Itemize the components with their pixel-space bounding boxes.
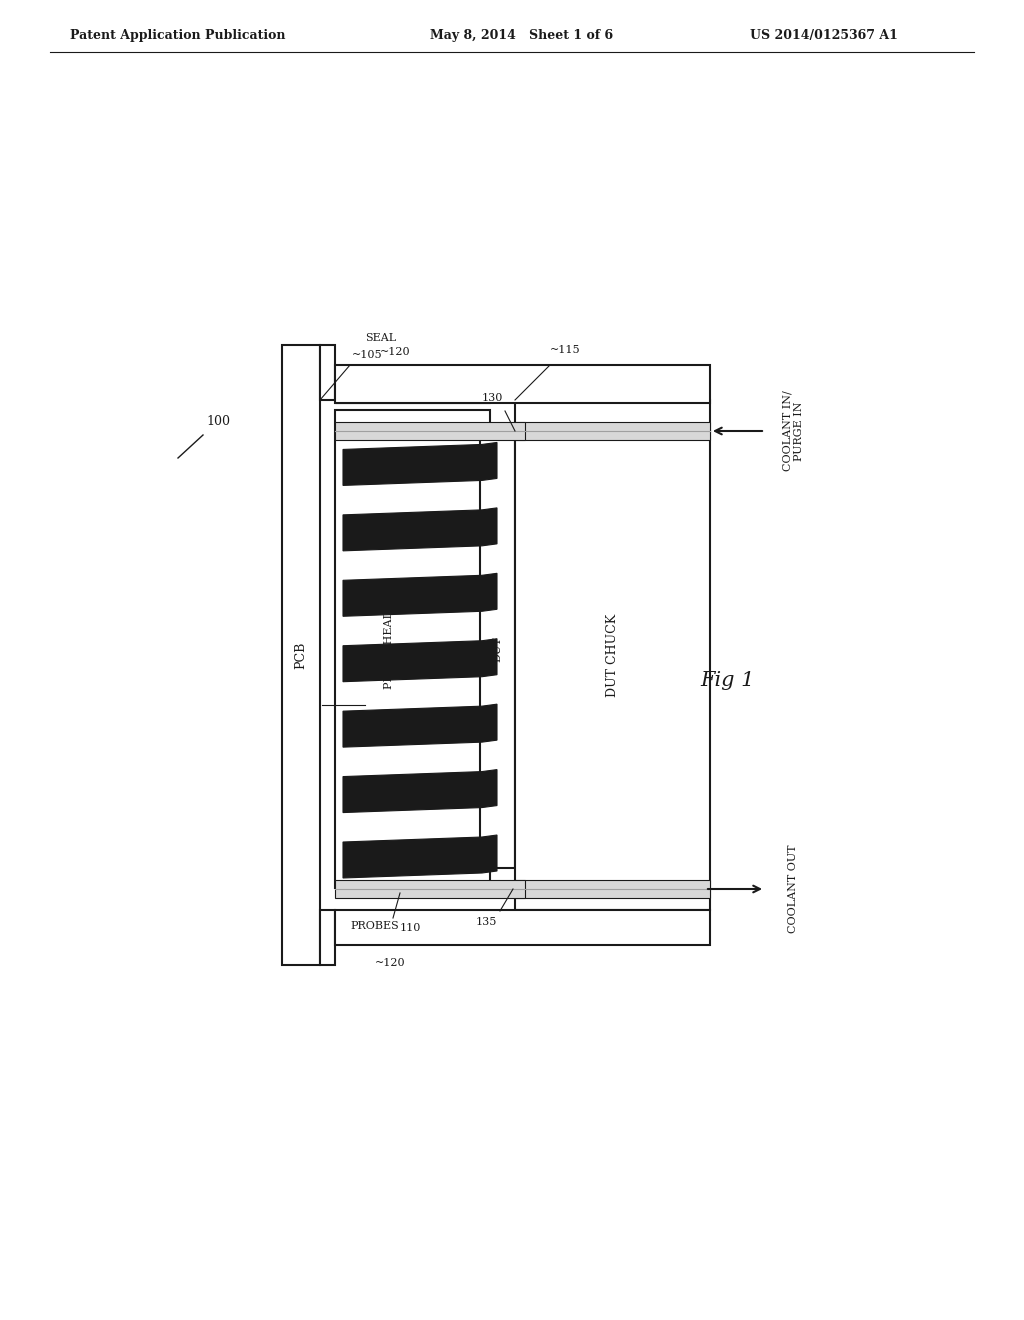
Text: COOLANT IN/
PURGE IN: COOLANT IN/ PURGE IN	[782, 391, 804, 471]
Text: PROBES: PROBES	[350, 921, 398, 931]
Text: COOLANT OUT: COOLANT OUT	[788, 845, 798, 933]
Bar	[515, 880, 710, 898]
Text: DUT: DUT	[493, 636, 503, 661]
Polygon shape	[343, 836, 497, 878]
Polygon shape	[343, 442, 497, 486]
Bar	[335, 909, 710, 945]
Bar	[335, 411, 490, 888]
Text: Patent Application Publication: Patent Application Publication	[70, 29, 286, 41]
Polygon shape	[343, 770, 497, 813]
Bar	[335, 366, 710, 403]
Text: DUT CHUCK: DUT CHUCK	[606, 614, 618, 697]
Text: Fig 1: Fig 1	[700, 671, 755, 689]
Text: 110: 110	[400, 923, 421, 933]
Polygon shape	[343, 639, 497, 681]
Text: ~120: ~120	[375, 958, 406, 968]
Text: 100: 100	[206, 414, 230, 428]
Bar	[335, 422, 525, 440]
Bar	[335, 378, 490, 389]
Bar	[335, 923, 490, 936]
Bar	[335, 909, 490, 923]
Bar	[515, 422, 710, 440]
Polygon shape	[343, 508, 497, 550]
Text: SEAL: SEAL	[365, 333, 396, 343]
Bar	[335, 389, 490, 403]
Bar	[335, 880, 525, 898]
Text: 135: 135	[475, 917, 497, 927]
Text: 130: 130	[481, 393, 503, 403]
Bar	[282, 345, 319, 965]
Text: PROBE HEAD: PROBE HEAD	[384, 610, 394, 689]
Polygon shape	[343, 573, 497, 616]
Text: PCB: PCB	[295, 642, 307, 669]
Text: US 2014/0125367 A1: US 2014/0125367 A1	[750, 29, 898, 41]
Text: ~120: ~120	[380, 347, 411, 356]
Bar	[515, 400, 710, 909]
Bar	[319, 345, 335, 400]
Polygon shape	[343, 704, 497, 747]
Text: May 8, 2014   Sheet 1 of 6: May 8, 2014 Sheet 1 of 6	[430, 29, 613, 41]
Text: 125: 125	[372, 711, 393, 722]
Text: ~115: ~115	[550, 345, 581, 355]
Bar	[319, 909, 335, 965]
Text: ~105: ~105	[352, 350, 383, 360]
Bar	[480, 430, 515, 869]
